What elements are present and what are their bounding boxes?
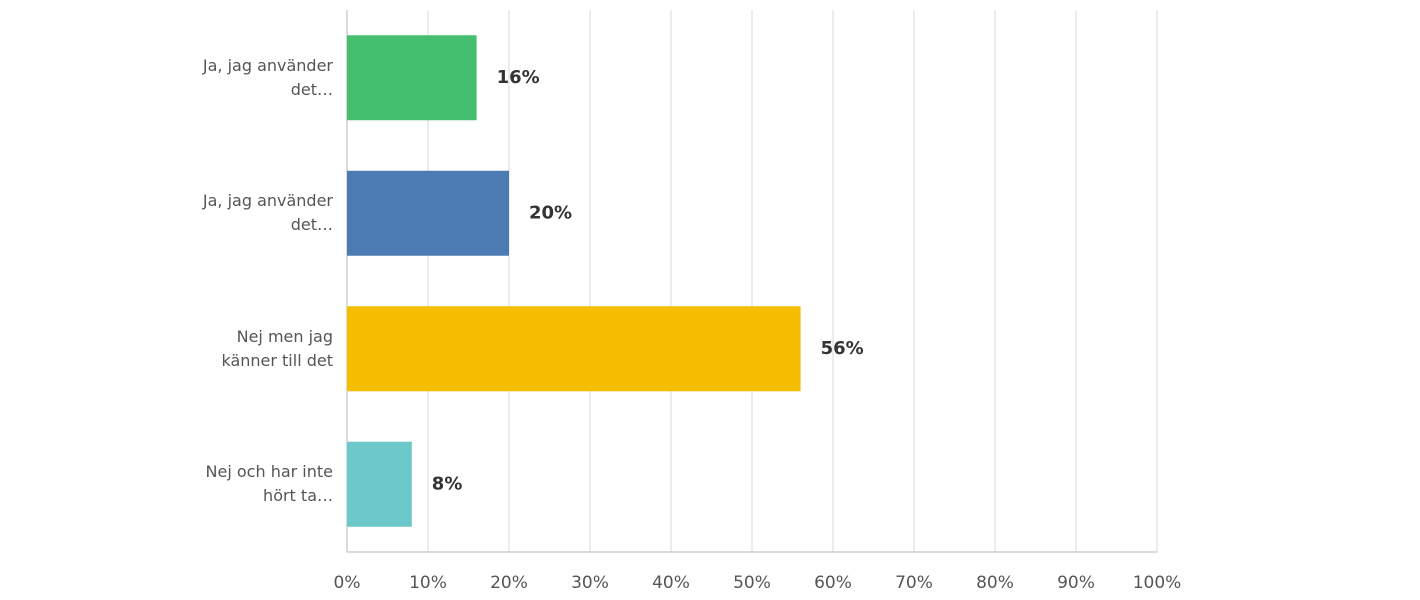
x-tick-label: 10% [409,573,447,593]
x-tick-label: 90% [1057,573,1095,593]
x-tick-label: 0% [334,573,361,593]
x-tick-label: 40% [652,573,690,593]
x-tick-label: 70% [895,573,933,593]
category-label: Ja, jag använder det… [202,191,333,235]
bar [347,170,509,256]
category-label: Nej och har inte hört ta… [205,462,333,506]
value-label: 8% [432,473,463,494]
x-tick-label: 60% [814,573,852,593]
value-label: 56% [821,338,864,359]
value-label: 16% [497,67,540,88]
x-tick-label: 100% [1133,573,1182,593]
bar [347,35,477,121]
x-tick-label: 30% [571,573,609,593]
x-tick-label: 80% [976,573,1014,593]
x-tick-label: 50% [733,573,771,593]
x-tick-label: 20% [490,573,528,593]
bar [347,306,801,392]
value-label: 20% [529,202,572,223]
bar [347,441,412,527]
category-label: Ja, jag använder det… [202,55,333,99]
category-label: Nej men jag känner till det [221,326,333,370]
